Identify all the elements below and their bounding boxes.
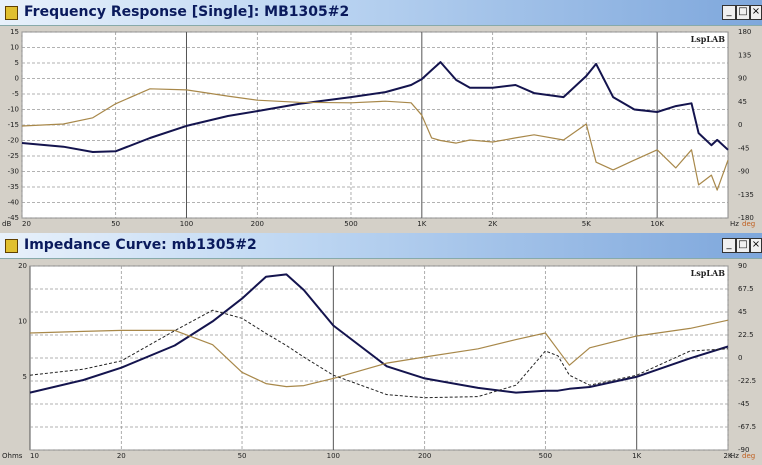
y-tick-label: 10 xyxy=(10,44,19,52)
x-tick-label: 2K xyxy=(723,452,732,460)
series-line xyxy=(29,273,729,394)
y2-unit: deg xyxy=(742,220,755,228)
watermark: LspLAB xyxy=(691,268,726,278)
x-tick-label: 1K xyxy=(632,452,641,460)
chart: 20 50 100 200 500 1K 2K 5K 10K151050-5-10-15-20-… xyxy=(2,28,755,228)
y2-tick-label: 67.5 xyxy=(738,285,754,293)
y-tick-label: -25 xyxy=(8,152,19,160)
window-title: Frequency Response [Single]: MB1305#2 xyxy=(24,4,350,20)
y2-unit: deg xyxy=(742,452,755,460)
y-tick-label: 0 xyxy=(15,75,19,83)
x-tick-label: 500 xyxy=(539,452,552,460)
x-tick-label: 50 xyxy=(111,220,120,228)
title-bar: Impedance Curve: mb1305#2 _ □ × xyxy=(0,233,762,259)
x-tick-label: 10K xyxy=(650,220,664,228)
x-tick-label: 100 xyxy=(327,452,340,460)
window-title: Impedance Curve: mb1305#2 xyxy=(24,237,257,253)
minimize-button[interactable]: _ xyxy=(722,238,736,253)
plot-area xyxy=(29,265,729,451)
y-tick-label: 15 xyxy=(10,28,19,36)
y-tick-label: -20 xyxy=(8,137,19,145)
y-tick-label: -35 xyxy=(8,183,19,191)
close-button[interactable]: × xyxy=(750,5,762,20)
y-unit: dB xyxy=(2,220,11,228)
maximize-button[interactable]: □ xyxy=(736,238,750,253)
y-tick-label: -30 xyxy=(8,168,19,176)
y2-tick-label: -90 xyxy=(738,446,749,454)
y2-tick-label: -180 xyxy=(738,214,754,222)
series-line xyxy=(21,61,729,153)
y2-tick-label: 90 xyxy=(738,75,747,83)
y-tick-label: -5 xyxy=(12,90,19,98)
y2-tick-label: 90 xyxy=(738,262,747,270)
window: Impedance Curve: mb1305#2 _ □ × 10 20 50 10… xyxy=(0,233,762,465)
y2-tick-label: 0 xyxy=(738,121,742,129)
minimize-button[interactable]: _ xyxy=(722,5,736,20)
watermark: LspLAB xyxy=(691,34,726,44)
x-tick-label: 100 xyxy=(180,220,193,228)
maximize-button[interactable]: □ xyxy=(736,5,750,20)
y2-tick-label: 0 xyxy=(738,354,742,362)
y2-tick-label: 22.5 xyxy=(738,331,754,339)
x-tick-label: 2K xyxy=(488,220,497,228)
x-tick-label: 5K xyxy=(582,220,591,228)
y-tick-label: 20 xyxy=(18,262,27,270)
window-icon xyxy=(5,6,18,20)
x-tick-label: 200 xyxy=(418,452,431,460)
window: Frequency Response [Single]: MB1305#2 _ … xyxy=(0,0,762,232)
y2-tick-label: -22.5 xyxy=(738,377,756,385)
y-unit: Ohms xyxy=(2,452,23,460)
y2-tick-label: 135 xyxy=(738,51,751,59)
x-tick-label: 50 xyxy=(238,452,247,460)
y2-tick-label: -90 xyxy=(738,168,749,176)
y2-tick-label: -67.5 xyxy=(738,423,756,431)
y2-tick-label: 45 xyxy=(738,98,747,106)
x-tick-label: 20 xyxy=(22,220,31,228)
series-line xyxy=(29,319,729,388)
x-tick-label: 1K xyxy=(417,220,426,228)
series-line xyxy=(21,88,729,191)
y-tick-label: 10 xyxy=(18,317,27,325)
y2-tick-label: -45 xyxy=(738,400,749,408)
y-tick-label: -15 xyxy=(8,121,19,129)
y2-tick-label: -45 xyxy=(738,144,749,152)
title-bar: Frequency Response [Single]: MB1305#2 _ … xyxy=(0,0,762,26)
y-tick-label: -10 xyxy=(8,106,19,114)
x-unit: Hz xyxy=(730,220,739,228)
y-tick-label: 5 xyxy=(23,373,27,381)
y-tick-label: 5 xyxy=(15,59,19,67)
x-tick-label: 200 xyxy=(251,220,264,228)
x-tick-label: 20 xyxy=(117,452,126,460)
y2-tick-label: 180 xyxy=(738,28,751,36)
window-icon xyxy=(5,239,18,253)
y-tick-label: -45 xyxy=(8,214,19,222)
x-tick-label: 500 xyxy=(344,220,357,228)
x-unit: Hz xyxy=(730,452,739,460)
y2-tick-label: -135 xyxy=(738,191,754,199)
y-tick-label: -40 xyxy=(8,199,19,207)
series-line xyxy=(29,309,729,399)
y2-tick-label: 45 xyxy=(738,308,747,316)
close-button[interactable]: × xyxy=(750,238,762,253)
chart: 10 20 50 100 200 500 1K 2K 20 10 5 90 67.5 45 22.5 0 -22… xyxy=(2,262,756,460)
x-tick-label: 10 xyxy=(30,452,39,460)
